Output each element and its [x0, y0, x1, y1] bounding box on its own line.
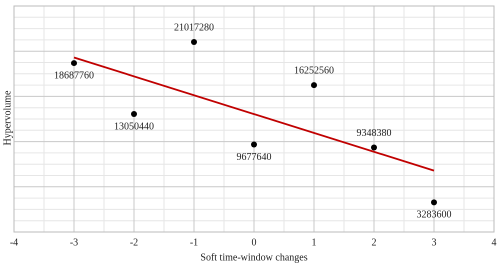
data-label: 16252560	[294, 65, 334, 76]
point	[251, 141, 257, 148]
x-tick-label: 4	[492, 237, 497, 248]
data-label: 21017280	[174, 22, 214, 33]
x-tick-label: 3	[432, 237, 437, 248]
point	[371, 144, 377, 151]
point	[71, 60, 77, 67]
data-label: 9677640	[237, 152, 272, 163]
data-label: 18687760	[54, 70, 94, 81]
point	[191, 39, 197, 46]
plot-border	[13, 5, 495, 233]
trend-line	[73, 56, 435, 172]
x-tick-label: 1	[312, 237, 317, 248]
data-label: 3283600	[417, 210, 452, 221]
x-tick-label: -1	[190, 237, 198, 248]
point	[311, 82, 317, 89]
x-tick-label: 2	[372, 237, 377, 248]
x-tick-label: -2	[130, 237, 138, 248]
x-tick-label: -3	[70, 237, 78, 248]
y-axis-title: Hypervolume	[2, 90, 13, 146]
point	[131, 111, 137, 118]
data-label: 13050440	[114, 121, 154, 132]
point	[431, 199, 437, 206]
x-tick-label: 0	[252, 237, 257, 248]
x-axis-title: Soft time-window changes	[200, 252, 307, 263]
x-tick-label: -4	[10, 237, 18, 248]
data-label: 9348380	[357, 128, 392, 139]
